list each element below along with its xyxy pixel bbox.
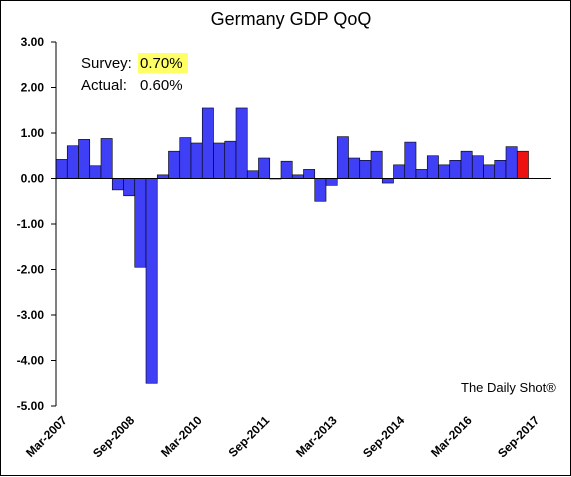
y-tick-label: -5.00 [17,399,45,413]
y-tick-label: -1.00 [17,217,45,231]
bar [168,150,181,179]
bar [280,160,293,179]
x-tick-label: Mar-2007 [23,413,70,460]
bar [460,150,473,179]
bar [314,178,327,202]
bar [201,107,214,179]
bar [348,157,361,179]
bar [190,142,203,179]
x-tick-label: Sep-2014 [360,413,407,460]
bar [235,107,248,179]
x-tick-label: Sep-2011 [226,413,273,460]
bar [449,160,462,179]
y-tick-label: -3.00 [17,308,45,322]
bar [336,136,349,179]
x-tick-label: Mar-2013 [293,413,340,460]
bar [66,145,79,179]
bar [415,169,428,179]
survey-highlight [138,53,188,73]
x-axis: Mar-2007 Sep-2008 Mar-2010 Sep-2011 Mar-2013… [23,413,542,460]
bar [404,141,417,179]
bar [359,160,372,179]
bars-layer [55,107,529,384]
bar [426,155,439,179]
bar [123,178,136,197]
y-tick-label: 0.00 [21,172,45,186]
bar [291,174,304,179]
bar [156,174,169,179]
bar [134,178,147,268]
bar [494,160,507,179]
survey-value: 0.70% [140,55,183,72]
bar [213,142,226,179]
x-tick-label: Mar-2016 [428,413,475,460]
chart-title: Germany GDP QoQ [211,9,372,29]
survey-label: Survey: [81,55,132,72]
bar [100,138,113,179]
y-tick-label: -4.00 [17,354,45,368]
bar [89,165,102,179]
bar [393,164,406,179]
bar [111,178,124,191]
bar [381,178,394,184]
bar [325,178,338,186]
x-tick-label: Sep-2017 [495,413,542,460]
bar [179,137,192,179]
source-credit: The Daily Shot® [461,380,556,395]
bar [303,169,316,179]
actual-value: 0.60% [140,77,183,94]
y-tick-label: -2.00 [17,263,45,277]
actual-label: Actual: [81,77,127,94]
bar [438,164,451,179]
x-tick-label: Sep-2008 [90,413,137,460]
bar [224,140,237,179]
bar [55,159,68,179]
bar [505,146,518,179]
bar [516,150,529,179]
bar [258,157,271,179]
bar [145,178,158,384]
bar [246,170,259,179]
x-tick-label: Mar-2010 [158,413,205,460]
bar [78,139,91,179]
bar [370,150,383,179]
bar [483,164,496,179]
axes-lines [55,42,551,406]
y-tick-label: 1.00 [21,126,45,140]
y-tick-label: 2.00 [21,81,45,95]
bar [471,155,484,179]
y-tick-label: 3.00 [21,35,45,49]
y-axis: 3.00 2.00 1.00 0.00 -1.00 -2.00 -3.00 -4.00 -5.0… [17,35,56,413]
